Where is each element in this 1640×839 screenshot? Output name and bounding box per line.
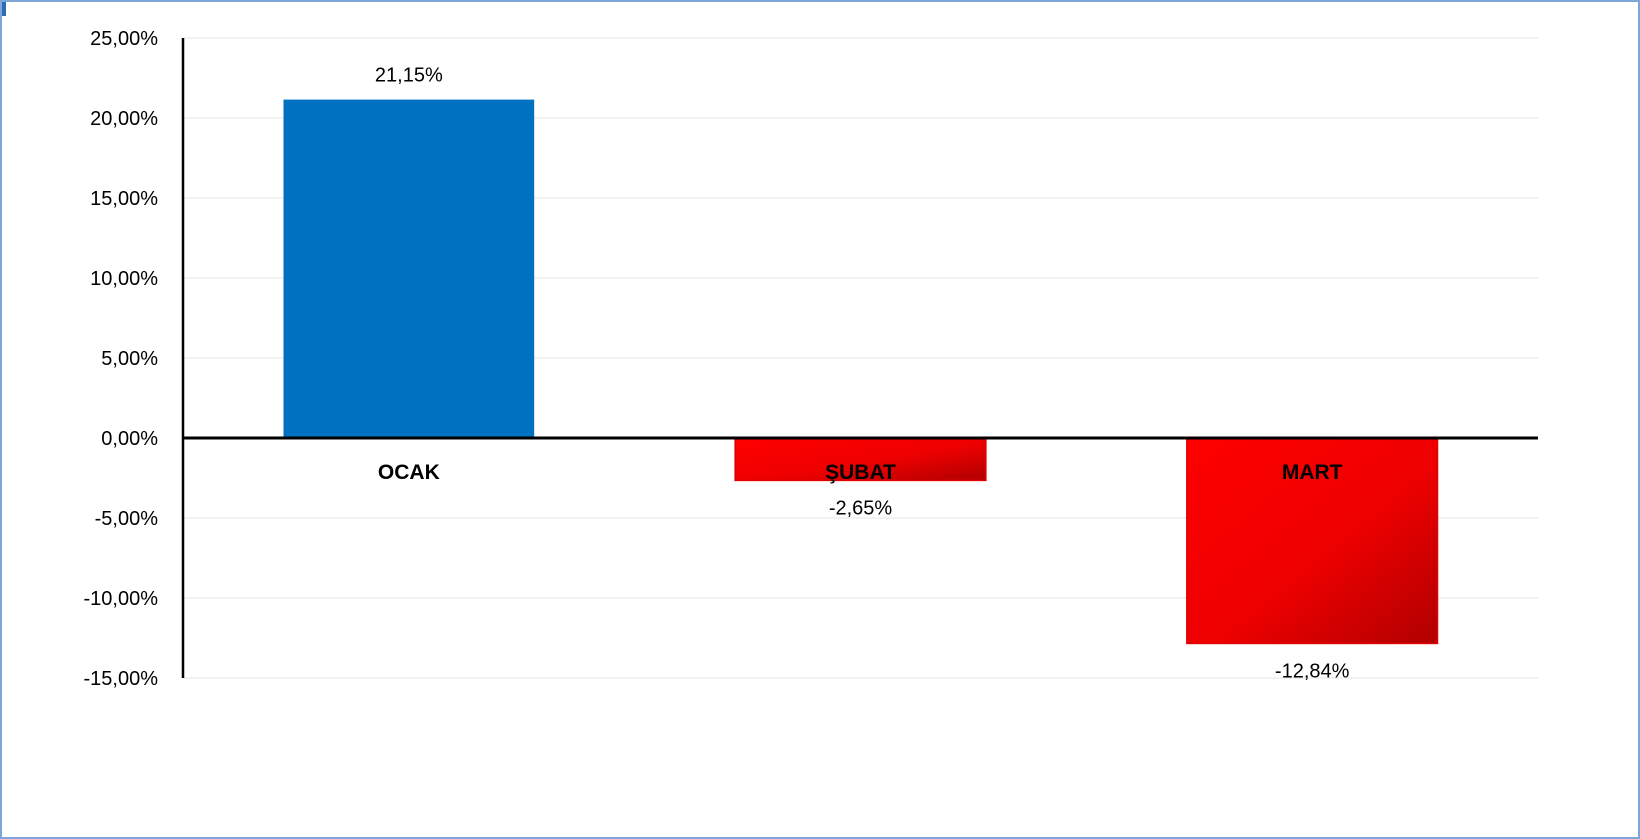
labels: 21,15% OCAK -2,65% ŞUBAT -12,84% MART	[375, 65, 1350, 683]
data-label: -12,84%	[1275, 660, 1350, 682]
y-tick-label: -15,00%	[84, 668, 159, 690]
category-label: MART	[1282, 461, 1343, 484]
data-label: 21,15%	[375, 65, 443, 87]
y-tick-label: 10,00%	[90, 268, 158, 290]
y-tick-label: -10,00%	[84, 588, 159, 610]
data-label: -2,65%	[829, 497, 893, 519]
category-label: OCAK	[378, 461, 440, 484]
category-label: ŞUBAT	[825, 461, 896, 484]
y-tick-label: 0,00%	[101, 428, 158, 450]
bar-mart	[1186, 437, 1439, 645]
frame-corner-marker	[2, 2, 6, 16]
y-axis-tick-labels: 25,00% 20,00% 15,00% 10,00% 5,00% 0,00% -5,00%…	[84, 28, 159, 690]
y-tick-label: 15,00%	[90, 188, 158, 210]
bar-ocak	[283, 99, 535, 438]
y-tick-label: -5,00%	[95, 508, 159, 530]
y-tick-label: 20,00%	[90, 108, 158, 130]
y-tick-label: 25,00%	[90, 28, 158, 50]
y-tick-label: 5,00%	[101, 348, 158, 370]
axes	[181, 38, 1538, 678]
bars	[283, 99, 1439, 645]
